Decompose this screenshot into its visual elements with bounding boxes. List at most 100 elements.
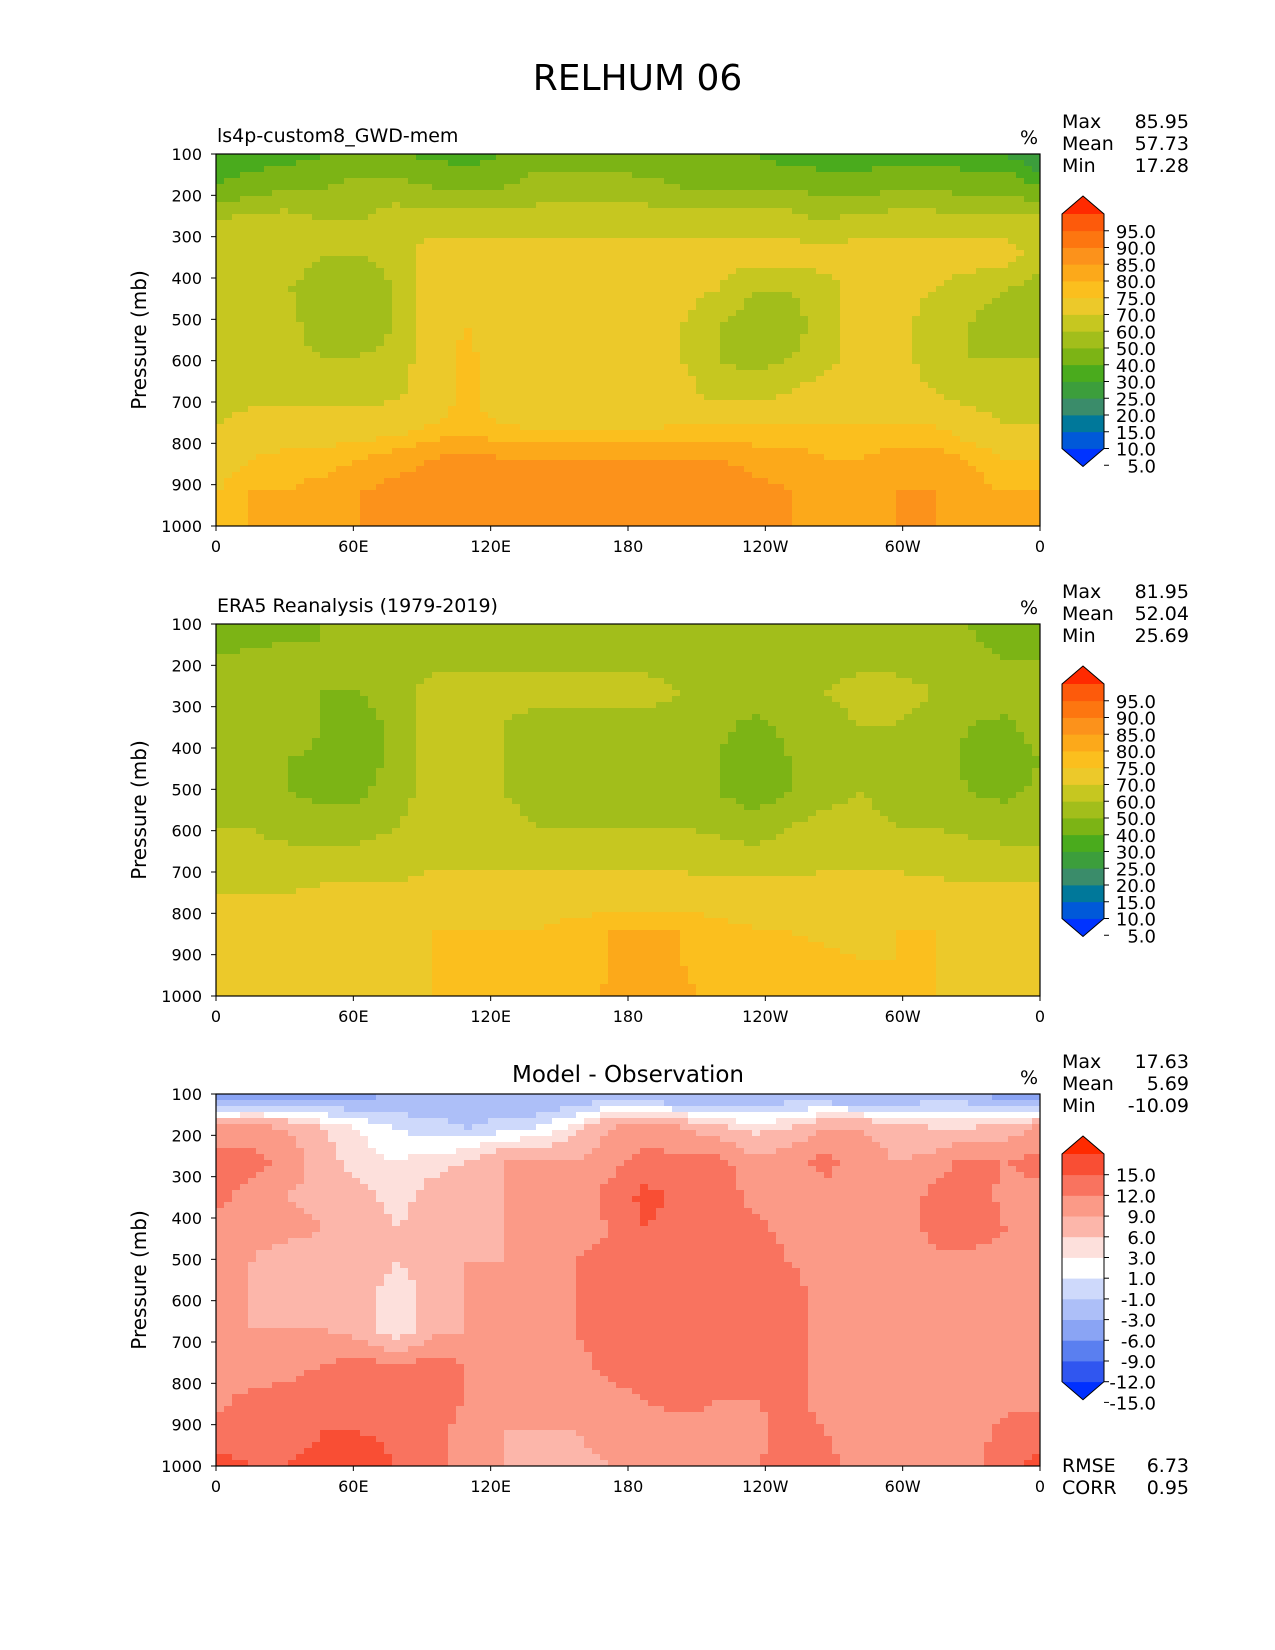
- contour-cell: [440, 364, 449, 371]
- contour-cell: [488, 196, 497, 203]
- contour-cell: [416, 202, 425, 209]
- contour-cell: [856, 262, 865, 269]
- contour-cell: [880, 280, 889, 287]
- contour-cell: [256, 214, 265, 221]
- contour-cell: [288, 334, 297, 341]
- contour-cell: [576, 232, 585, 239]
- contour-cell: [680, 304, 689, 311]
- contour-cell: [984, 238, 993, 245]
- contour-cell: [952, 382, 961, 389]
- contour-cell: [1016, 304, 1025, 311]
- contour-cell: [592, 442, 601, 449]
- contour-cell: [384, 418, 393, 425]
- contour-cell: [280, 412, 289, 419]
- contour-cell: [384, 394, 393, 401]
- contour-cell: [512, 274, 521, 281]
- contour-cell: [224, 256, 233, 263]
- contour-cell: [232, 154, 241, 161]
- contour-cell: [232, 400, 241, 407]
- contour-cell: [736, 406, 745, 413]
- contour-cell: [288, 196, 297, 203]
- contour-cell: [648, 412, 657, 419]
- contour-cell: [824, 316, 833, 323]
- contour-cell: [432, 214, 441, 221]
- contour-cell: [288, 412, 297, 419]
- contour-cell: [920, 358, 929, 365]
- contour-cell: [312, 418, 321, 425]
- contour-cell: [688, 400, 697, 407]
- contour-cell: [592, 406, 601, 413]
- contour-cell: [224, 298, 233, 305]
- contour-cell: [896, 394, 905, 401]
- contour-cell: [816, 232, 825, 239]
- contour-cell: [1008, 370, 1017, 377]
- contour-cell: [544, 166, 553, 173]
- contour-cell: [512, 334, 521, 341]
- contour-cell: [856, 400, 865, 407]
- contour-cell: [288, 316, 297, 323]
- contour-cell: [536, 232, 545, 239]
- contour-cell: [664, 394, 673, 401]
- contour-cell: [704, 160, 713, 167]
- contour-cell: [992, 430, 1001, 437]
- contour-cell: [240, 382, 249, 389]
- contour-cell: [968, 340, 977, 347]
- contour-cell: [968, 412, 977, 419]
- contour-cell: [960, 172, 969, 179]
- contour-cell: [528, 418, 537, 425]
- contour-cell: [496, 406, 505, 413]
- contour-cell: [448, 292, 457, 299]
- contour-cell: [888, 352, 897, 359]
- contour-cell: [248, 382, 257, 389]
- contour-cell: [424, 184, 433, 191]
- contour-cell: [800, 166, 809, 173]
- contour-cell: [856, 370, 865, 377]
- contour-cell: [632, 340, 641, 347]
- contour-cell: [624, 238, 633, 245]
- contour-cell: [472, 160, 481, 167]
- contour-cell: [752, 412, 761, 419]
- contour-cell: [560, 172, 569, 179]
- contour-cell: [880, 262, 889, 269]
- contour-cell: [288, 292, 297, 299]
- contour-cell: [496, 172, 505, 179]
- contour-cell: [328, 400, 337, 407]
- contour-cell: [576, 424, 585, 431]
- contour-cell: [432, 328, 441, 335]
- contour-cell: [976, 394, 985, 401]
- contour-cell: [648, 166, 657, 173]
- contour-cell: [1000, 160, 1009, 167]
- contour-cell: [912, 178, 921, 185]
- contour-cell: [560, 442, 569, 449]
- contour-cell: [984, 430, 993, 437]
- contour-cell: [504, 286, 513, 293]
- contour-cell: [888, 280, 897, 287]
- contour-cell: [952, 334, 961, 341]
- contour-cell: [272, 400, 281, 407]
- contour-cell: [376, 376, 385, 383]
- contour-cell: [264, 190, 273, 197]
- contour-cell: [1016, 346, 1025, 353]
- contour-cell: [864, 166, 873, 173]
- contour-cell: [256, 358, 265, 365]
- contour-cell: [784, 340, 793, 347]
- contour-cell: [584, 334, 593, 341]
- contour-cell: [560, 166, 569, 173]
- contour-cell: [608, 382, 617, 389]
- contour-cell: [264, 292, 273, 299]
- contour-cell: [856, 352, 865, 359]
- contour-cell: [592, 292, 601, 299]
- contour-cell: [672, 154, 681, 161]
- contour-cell: [592, 238, 601, 245]
- contour-cell: [968, 304, 977, 311]
- contour-cell: [768, 382, 777, 389]
- contour-cell: [552, 244, 561, 251]
- contour-cell: [576, 274, 585, 281]
- contour-cell: [1032, 310, 1040, 317]
- contour-cell: [256, 202, 265, 209]
- contour-cell: [928, 388, 937, 395]
- contour-cell: [864, 202, 873, 209]
- contour-cell: [512, 286, 521, 293]
- contour-cell: [840, 316, 849, 323]
- contour-cell: [832, 160, 841, 167]
